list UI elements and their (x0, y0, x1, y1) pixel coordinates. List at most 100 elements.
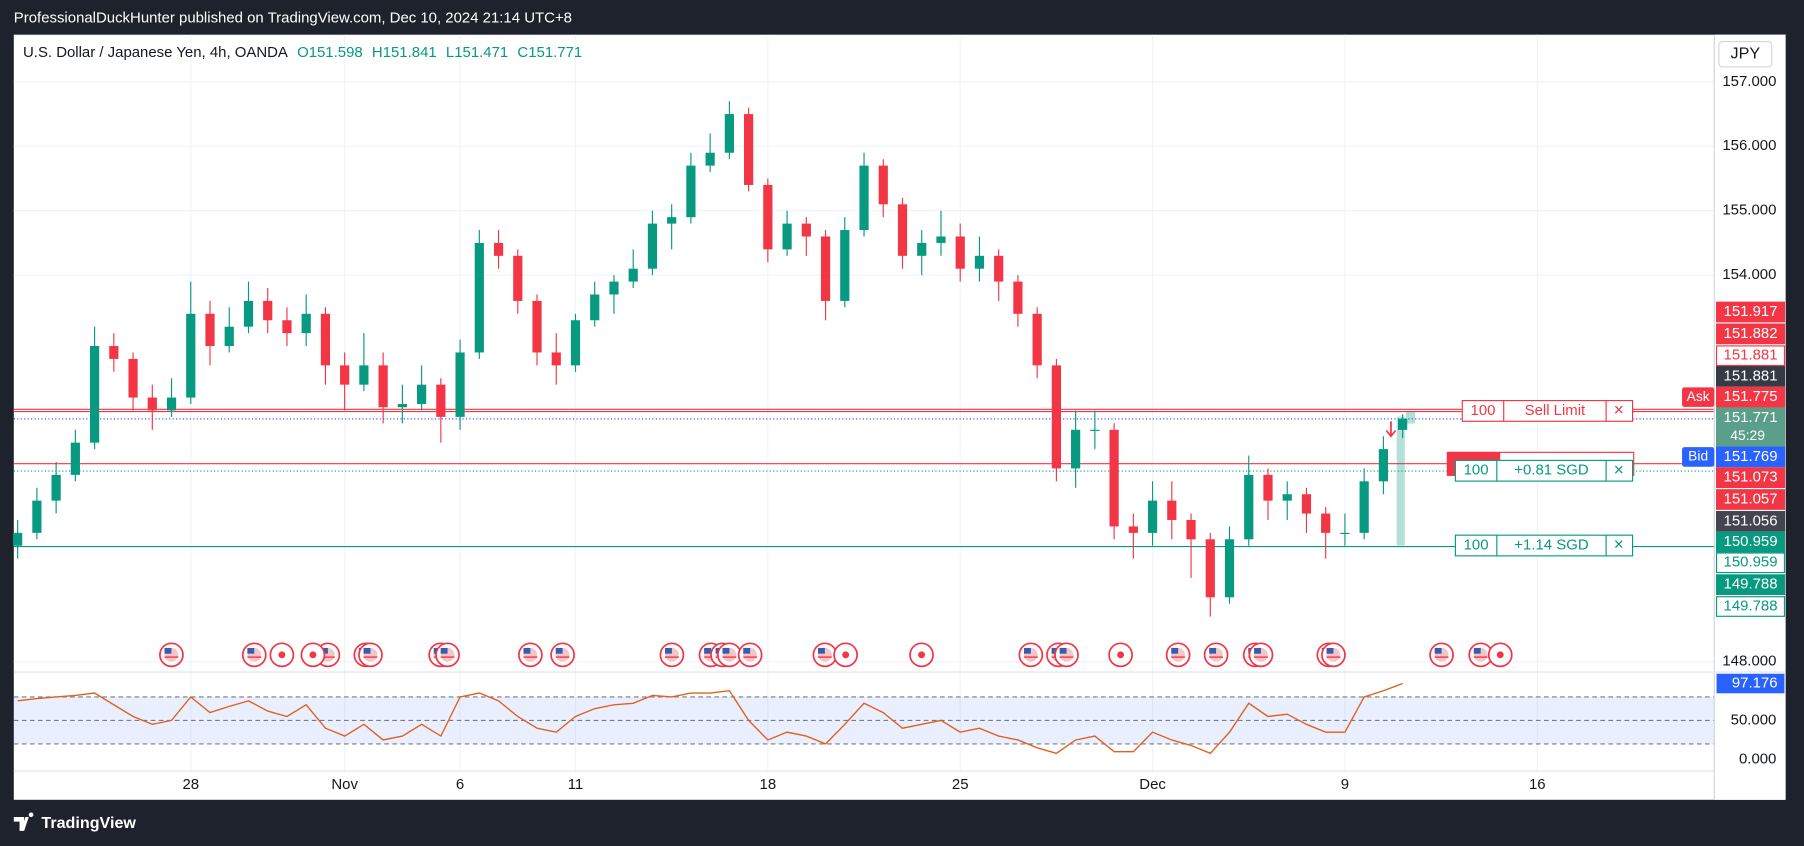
order-box[interactable] (1454, 459, 1634, 482)
position-bar (1396, 416, 1405, 546)
event-flag[interactable] (1429, 642, 1454, 668)
price-label-box (1715, 511, 1786, 532)
event-flag[interactable] (435, 642, 460, 668)
candle-body (359, 365, 369, 385)
candle-body (1205, 539, 1215, 598)
event-flag[interactable] (1321, 642, 1346, 668)
price-label-box (1715, 574, 1786, 596)
event-dot[interactable] (1108, 642, 1133, 668)
event-dot[interactable] (909, 642, 934, 668)
order-close[interactable]: × (1614, 459, 1624, 479)
indicator-line (17, 682, 1403, 755)
candle-body (628, 268, 638, 282)
candle-body (186, 313, 196, 398)
candle-body (1109, 429, 1119, 527)
event-flag[interactable] (1203, 642, 1229, 668)
flag-canton (1171, 647, 1179, 654)
event-center (278, 651, 286, 659)
order-box[interactable] (1454, 534, 1634, 557)
candle-body (340, 365, 350, 385)
candle-body (397, 404, 407, 408)
flag-canton (1434, 647, 1442, 654)
ohlc-value: L151.471 (446, 44, 508, 61)
flag-canton (1023, 647, 1031, 654)
flag-canton (704, 647, 712, 654)
event-flag[interactable] (1054, 642, 1079, 668)
event-center (309, 651, 317, 659)
price-label: 150.959 (1724, 533, 1778, 550)
x-tick-label: 9 (1341, 776, 1349, 793)
candle-body (147, 397, 157, 411)
event-dot[interactable] (269, 642, 295, 668)
event-center (842, 651, 850, 659)
event-dot[interactable] (833, 642, 858, 668)
event-flag[interactable] (550, 642, 575, 668)
flag-canton (523, 647, 531, 654)
price-label: 149.788 (1724, 576, 1778, 593)
candle-body (1051, 365, 1061, 469)
event-flag[interactable] (518, 642, 543, 668)
event-dot[interactable] (1487, 642, 1513, 668)
order-close[interactable]: × (1614, 399, 1624, 419)
event-flag[interactable] (1165, 642, 1191, 668)
candle-body (840, 230, 850, 301)
event-flag[interactable] (812, 642, 838, 668)
order-close[interactable]: × (1614, 534, 1624, 554)
y-tick-label: 157.000 (1722, 73, 1776, 90)
flag-canton (664, 647, 672, 654)
event-flag[interactable] (737, 642, 763, 668)
x-tick-label: 16 (1529, 776, 1546, 793)
price-label: 151.769 (1724, 448, 1778, 465)
candle-body (647, 223, 658, 269)
candle-body (1263, 474, 1273, 501)
candle-body (166, 397, 177, 411)
event-dot[interactable] (300, 642, 326, 668)
event-flag[interactable] (659, 642, 685, 668)
y-tick-label: 148.000 (1722, 653, 1776, 670)
price-label: 151.881 (1724, 367, 1778, 384)
candle-body (609, 281, 619, 295)
indicator-value: 97.176 (1732, 674, 1778, 691)
event-flag[interactable] (1468, 642, 1494, 668)
levels (13, 408, 1715, 548)
candle-body (282, 320, 292, 334)
tag-label: Ask (1687, 389, 1710, 404)
candle-body (474, 242, 484, 353)
publisher: ProfessionalDuckHunter published on Trad… (14, 10, 572, 27)
candle-body (1340, 532, 1350, 535)
candle-body (744, 114, 754, 185)
candle-body (1032, 313, 1042, 366)
candle-body (1359, 481, 1369, 533)
price-label-box (1715, 446, 1786, 468)
candle-body (667, 217, 677, 224)
candle-body (378, 365, 388, 408)
candle-body (89, 346, 100, 443)
brand: TradingView (41, 814, 136, 832)
candle-body (994, 255, 1004, 282)
grid (13, 34, 1715, 772)
candle-body (917, 242, 927, 256)
order-qty: 100 (1471, 402, 1496, 419)
candle-body (1224, 539, 1235, 598)
currency-box[interactable] (1718, 41, 1773, 68)
tv-logo (13, 812, 34, 831)
order-qty: 100 (1464, 462, 1489, 479)
event-flag[interactable] (1018, 642, 1044, 668)
event-flag[interactable] (717, 642, 742, 668)
candle-body (532, 300, 542, 353)
order-text: +0.81 SGD (1514, 462, 1589, 479)
order-box[interactable] (1461, 399, 1634, 422)
candle-body (263, 300, 273, 321)
candle-body (51, 474, 61, 501)
event-flag[interactable] (358, 642, 383, 668)
ohlc-legend: O151.598 H151.841 L151.471 C151.771 (297, 44, 582, 61)
candle-body (13, 532, 23, 546)
flag-canton (555, 647, 563, 654)
candle-body (859, 165, 869, 231)
flag-canton (722, 647, 730, 654)
event-flag[interactable] (241, 642, 267, 668)
candle-body (301, 313, 311, 334)
event-flag[interactable] (1248, 642, 1274, 668)
event-flag[interactable] (159, 642, 184, 668)
candle-body (1282, 494, 1292, 501)
